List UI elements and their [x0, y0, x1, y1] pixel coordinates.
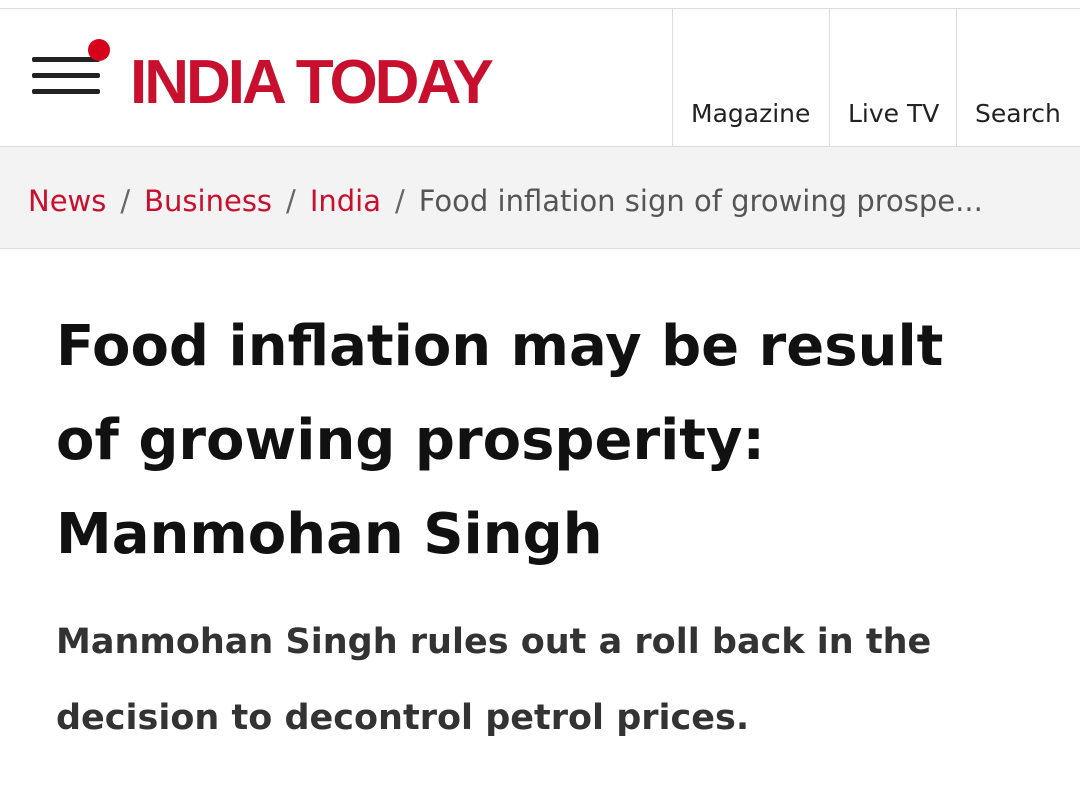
breadcrumb-current: Food inflation sign of growing prospe... — [418, 184, 983, 218]
breadcrumb-link[interactable]: News — [28, 184, 107, 218]
notification-dot — [88, 39, 110, 61]
breadcrumb-link[interactable]: India — [309, 184, 381, 218]
breadcrumb-link[interactable]: Business — [144, 184, 273, 218]
menu-button[interactable] — [32, 57, 100, 105]
nav-link[interactable]: Magazine — [672, 9, 829, 147]
nav-link[interactable]: Search — [956, 9, 1080, 147]
breadcrumb: News / Business / India / Food inflation sign … — [0, 147, 1080, 249]
separator: / — [286, 184, 296, 218]
separator: / — [120, 184, 131, 218]
summary: Manmohan Singh rules out a roll back in … — [56, 622, 932, 738]
headline: Food inflation may be result of growing … — [56, 314, 944, 567]
nav-link[interactable]: Live TV — [829, 9, 956, 147]
separator: / — [395, 184, 405, 218]
logo[interactable]: INDIA TODAY — [130, 48, 494, 117]
header: INDIA TODAY Magazine Live TV Search — [0, 8, 1080, 147]
